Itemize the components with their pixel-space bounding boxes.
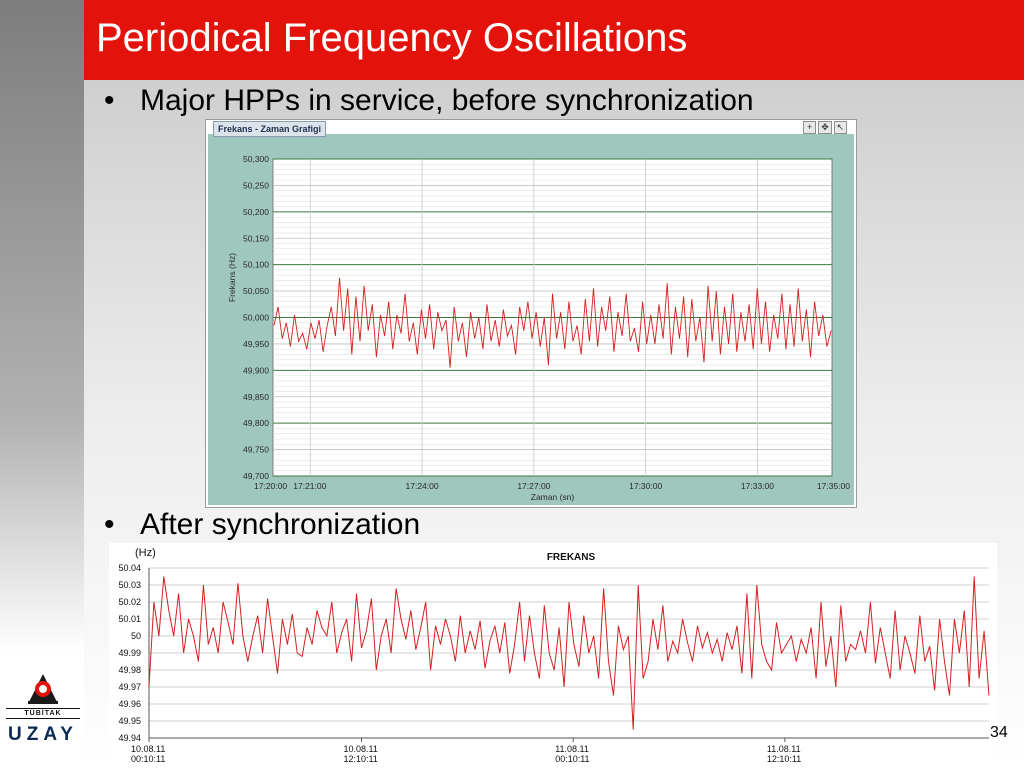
logo-tubitak-text: TÜBİTAK (6, 708, 80, 719)
chart1-toolbar: + ✥ ↖ (803, 121, 847, 134)
chart1-y-tick-label: 50,300 (243, 154, 269, 164)
frekans-chart: FREKANS (Hz) 50.04 50.03 50.02 50.01 50 49.99 49… (109, 543, 997, 763)
chart1-x-axis-label: Zaman (sn) (531, 492, 575, 502)
title-bar: Periodical Frequency Oscillations (84, 0, 1024, 80)
pan-tool-icon[interactable]: ✥ (818, 121, 832, 134)
chart1-y-tick-label: 49,800 (243, 418, 269, 428)
chart1-x-tick-label: 17:35:00 (817, 481, 850, 491)
chart2-x-tick-date: 10.08.11 (344, 744, 378, 754)
bullet-dot: • (104, 508, 115, 541)
chart1-y-tick-label: 49,850 (243, 392, 269, 402)
chart1-y-tick-label: 49,750 (243, 445, 269, 455)
chart2-y-tick-label: 49.96 (118, 699, 141, 709)
chart1-y-tick-label: 49,700 (243, 471, 269, 481)
logo-uzay-text: UZAY (8, 724, 78, 745)
chart2-x-tick-time: 00:10:11 (131, 754, 165, 763)
chart2-y-tick-label: 50.04 (118, 563, 141, 573)
chart2-y-tick-label: 50.01 (118, 614, 141, 624)
chart2-x-tick-date: 10.08.11 (131, 744, 165, 754)
chart2-y-unit-label: (Hz) (135, 547, 156, 559)
chart2-y-tick-label: 50.02 (118, 597, 141, 607)
chart1-y-tick-label: 50,050 (243, 286, 269, 296)
page-number: 34 (990, 724, 1008, 741)
chart2-canvas: FREKANS (Hz) 50.04 50.03 50.02 50.01 50 49.99 49… (118, 547, 990, 763)
bullet-before-sync-text: Major HPPs in service, before synchroniz… (140, 84, 754, 116)
chart2-x-tick-time: 00:10:11 (555, 754, 589, 763)
cursor-tool-icon[interactable]: ↖ (833, 121, 847, 134)
chart1-window-tab[interactable]: Frekans - Zaman Grafigi (213, 121, 327, 137)
chart2-y-tick-label: 49.98 (118, 665, 141, 675)
chart1-y-tick-label: 50,150 (243, 233, 269, 243)
chart2-y-tick-label: 50.03 (118, 580, 141, 590)
bullet-before-sync: • Major HPPs in service, before synchroni… (104, 84, 754, 116)
chart2-y-tick-label: 49.97 (118, 682, 141, 692)
bullet-after-sync: • After synchronization (104, 508, 420, 542)
chart2-y-tick-label: 49.94 (118, 733, 141, 743)
chart1-y-tick-label: 49,950 (243, 339, 269, 349)
chart2-frequency-series-line (148, 576, 990, 730)
chart2-y-tick-label: 49.99 (118, 648, 141, 658)
chart2-x-tick-date: 11.08.11 (767, 744, 801, 754)
chart1-y-tick-label: 50,000 (243, 313, 269, 323)
bullet-after-sync-text: After synchronization (140, 508, 421, 541)
chart1-y-axis-label: Frekans (Hz) (227, 253, 237, 302)
chart1-x-tick-label: 17:21:00 (293, 481, 326, 491)
frequency-time-chart-window: 50,300 50,250 50,200 50,150 50,100 50,050 50,0… (205, 119, 857, 508)
chart1-x-tick-label: 17:20:00 (254, 481, 287, 491)
chart2-y-tick-label: 49.95 (118, 716, 141, 726)
chart1-x-tick-label: 17:30:00 (629, 481, 662, 491)
chart1-y-tick-label: 49,900 (243, 365, 269, 375)
chart1-x-tick-label: 17:27:00 (517, 481, 550, 491)
chart2-x-tick-time: 12:10:11 (344, 754, 378, 763)
chart1-x-tick-label: 17:33:00 (741, 481, 774, 491)
chart2-y-tick-label: 50 (131, 631, 141, 641)
chart2-x-tick-time: 12:10:11 (767, 754, 801, 763)
chart1-x-tick-label: 17:24:00 (406, 481, 439, 491)
chart1-y-tick-label: 50,100 (243, 260, 269, 270)
left-decorative-band (0, 0, 84, 768)
chart1-frequency-series-line (273, 277, 832, 368)
zoom-tool-icon[interactable]: + (803, 121, 817, 134)
chart1-canvas: 50,300 50,250 50,200 50,150 50,100 50,050 50,0… (208, 134, 854, 505)
bullet-dot: • (104, 84, 115, 116)
slide-title: Periodical Frequency Oscillations (96, 16, 688, 60)
chart1-y-tick-label: 50,250 (243, 180, 269, 190)
chart2-title: FREKANS (547, 552, 596, 563)
tubitak-emblem-icon (28, 674, 58, 704)
chart1-y-tick-label: 50,200 (243, 207, 269, 217)
tubitak-uzay-logo: TÜBİTAK UZAY (6, 672, 80, 752)
chart2-x-tick-date: 11.08.11 (555, 744, 589, 754)
